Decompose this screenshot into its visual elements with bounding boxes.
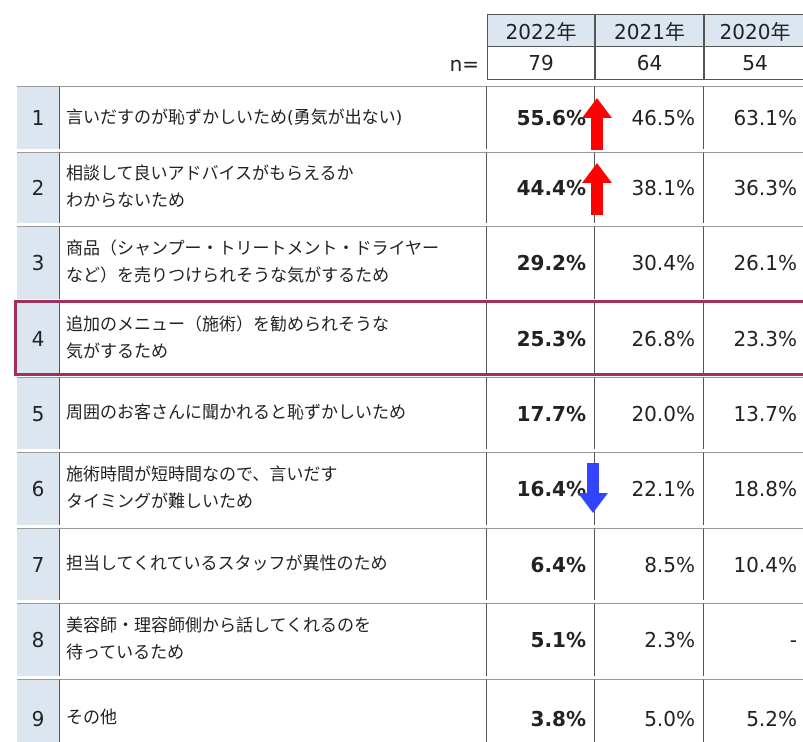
value-cell: 38.1% (595, 152, 704, 223)
value-cell: 8.5% (595, 528, 704, 600)
label-line: 美容師・理容師側から話してくれるのを (66, 616, 371, 636)
value-cell: 2.3% (595, 603, 704, 676)
row-label: 商品（シャンプー・トリートメント・ドライヤー など）を売りつけられそうな気がするた… (60, 226, 487, 299)
value-cell: 20.0% (595, 377, 704, 449)
label-line: 言いだすのが恥ずかしいため(勇気が出ない) (66, 107, 403, 128)
highlight-frame (14, 300, 803, 376)
row-number: 5 (17, 377, 60, 449)
up-arrow (582, 163, 612, 215)
value-cell: 29.2% (487, 226, 595, 299)
label-line: など）を売りつけられそうな気がするため (66, 266, 390, 286)
value-cell: 17.7% (487, 377, 595, 449)
n-value: 64 (595, 46, 704, 80)
n-label: n= (449, 51, 479, 76)
label-line: 商品（シャンプー・トリートメント・ドライヤー (66, 239, 439, 259)
value-cell: 5.2% (704, 679, 803, 742)
row-number: 8 (17, 603, 60, 676)
label-line: その他 (66, 708, 117, 728)
label-line: 相談して良いアドバイスがもらえるか (66, 164, 354, 184)
year-header: 2022年 (487, 14, 595, 47)
value-cell: 26.1% (704, 226, 803, 299)
value-cell: 5.0% (595, 679, 704, 742)
label-line: 周囲のお客さんに聞かれると恥ずかしいため (66, 403, 406, 423)
label-line: わからないため (66, 191, 185, 211)
row-number: 2 (17, 152, 60, 223)
row-label: 相談して良いアドバイスがもらえるか わからないため (60, 152, 487, 223)
value-cell: 55.6% (487, 86, 595, 149)
row-number: 7 (17, 528, 60, 600)
label-line: 待っているため (66, 643, 185, 663)
value-cell: 30.4% (595, 226, 704, 299)
label-line: 担当してくれているスタッフが異性のため (66, 554, 388, 574)
value-cell: 5.1% (487, 603, 595, 676)
row-label: 担当してくれているスタッフが異性のため (60, 528, 487, 600)
row-label: 施術時間が短時間なので、言いだす タイミングが難しいため (60, 452, 487, 525)
row-label: その他 (60, 679, 487, 742)
up-arrow (582, 98, 612, 150)
label-line: 気がするため (66, 341, 168, 362)
row-number: 1 (17, 86, 60, 149)
n-value: 79 (487, 46, 595, 80)
label-line: 施術時間が短時間なので、言いだす (66, 465, 338, 485)
row-number: 6 (17, 452, 60, 525)
n-value: 54 (704, 46, 803, 80)
value-cell: 46.5% (595, 86, 704, 149)
value-cell: 63.1% (704, 86, 803, 149)
value-cell: 3.8% (487, 679, 595, 742)
label-line: 追加のメニュー（施術）を勧められそうな (66, 314, 389, 335)
label-line: タイミングが難しいため (66, 492, 253, 512)
row-number: 9 (17, 679, 60, 742)
row-label: 美容師・理容師側から話してくれるのを 待っているため (60, 603, 487, 676)
row-number: 4 (17, 302, 60, 374)
row-label: 周囲のお客さんに聞かれると恥ずかしいため (60, 377, 487, 449)
value-cell: 6.4% (487, 528, 595, 600)
row-number: 3 (17, 226, 60, 299)
value-cell: 18.8% (704, 452, 803, 525)
value-cell: - (704, 603, 803, 676)
value-cell: 13.7% (704, 377, 803, 449)
row-label: 言いだすのが恥ずかしいため(勇気が出ない) (60, 86, 487, 149)
down-arrow (578, 463, 608, 513)
value-cell: 36.3% (704, 152, 803, 223)
value-cell: 22.1% (595, 452, 704, 525)
value-cell: 10.4% (704, 528, 803, 600)
